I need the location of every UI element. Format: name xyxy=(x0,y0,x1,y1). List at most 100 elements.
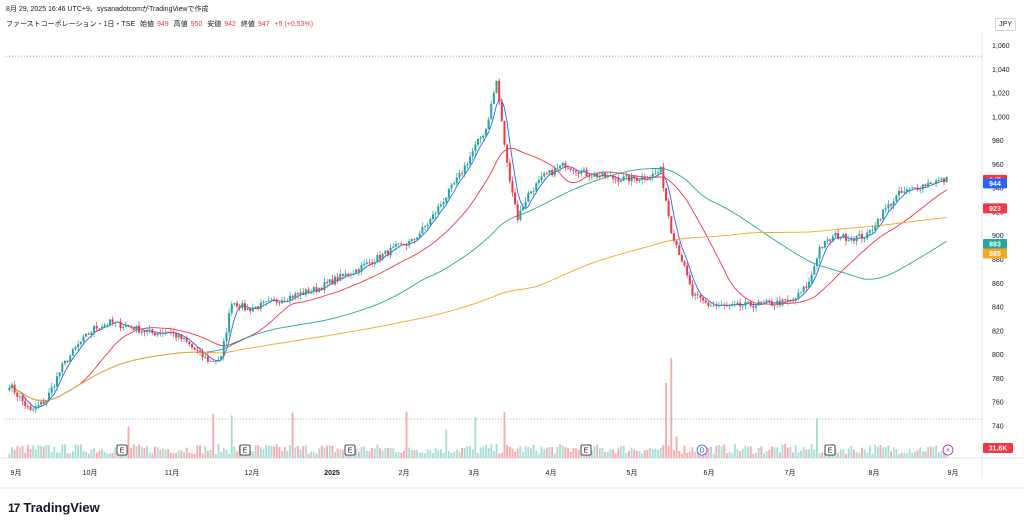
candle-body xyxy=(302,292,305,295)
volume-bar xyxy=(855,451,858,458)
volume-bar xyxy=(575,448,577,458)
candle-body xyxy=(929,182,932,184)
candle-body xyxy=(606,175,609,178)
volume-bar xyxy=(527,447,530,458)
volume-bar xyxy=(8,453,11,458)
volume-bar xyxy=(222,447,225,458)
volume-bar xyxy=(196,445,199,458)
candle-body xyxy=(564,163,567,168)
volume-bar xyxy=(667,445,670,458)
volume-bar xyxy=(101,449,103,458)
volume-bar xyxy=(397,451,400,458)
candle-body xyxy=(85,333,88,337)
volume-bar xyxy=(495,444,498,458)
volume-bar xyxy=(474,417,477,458)
volume-bar xyxy=(394,452,397,458)
candle-body xyxy=(164,331,167,333)
volume-bar xyxy=(797,452,800,458)
price-tick-label: 1,040 xyxy=(992,67,1010,74)
symbol-name[interactable]: ファーストコーポレーション・1日・TSE xyxy=(6,21,136,28)
volume-bar xyxy=(424,453,426,458)
dividend-marker xyxy=(696,444,708,456)
volume-bar xyxy=(485,445,487,458)
candle-body xyxy=(405,245,408,246)
candle-body xyxy=(786,299,789,301)
volume-bar xyxy=(651,448,654,458)
candle-body xyxy=(455,177,458,184)
volume-bar xyxy=(437,449,440,458)
candle-body xyxy=(937,180,940,181)
volume-bar xyxy=(736,449,739,458)
candle-body xyxy=(373,262,376,265)
volume-bar xyxy=(387,448,389,458)
candle-body xyxy=(789,299,792,301)
volume-bar xyxy=(821,452,824,458)
candle-body xyxy=(368,262,371,264)
event-marker-label: E xyxy=(584,448,589,455)
event-markers: E E E E D E ⚡ xyxy=(116,444,954,456)
candle-body xyxy=(831,236,834,241)
volume-bar xyxy=(432,453,434,458)
volume-bar xyxy=(183,451,186,458)
candle-body xyxy=(884,208,887,210)
volume-bar xyxy=(188,452,191,458)
candle-body xyxy=(349,274,352,276)
price-tick-label: 1,060 xyxy=(992,43,1010,50)
volume-bar xyxy=(874,444,877,458)
volume-bar xyxy=(609,449,612,458)
candle-body xyxy=(87,333,90,335)
currency-label[interactable]: JPY xyxy=(995,18,1016,31)
candle-body xyxy=(492,92,495,104)
volume-bar xyxy=(442,453,445,458)
volume-bar xyxy=(53,446,56,458)
candle-body xyxy=(394,244,397,247)
volume-bar xyxy=(638,451,641,458)
candle-body xyxy=(281,300,284,304)
volume-bar xyxy=(919,447,922,458)
volume-bar xyxy=(641,453,644,458)
lightning-icon-glyph: ⚡ xyxy=(946,447,951,455)
volume-bar xyxy=(553,453,556,458)
volume-bar xyxy=(315,453,318,458)
volume-bar xyxy=(326,445,328,458)
candle-body xyxy=(233,303,236,305)
price-tick-label: 740 xyxy=(992,423,1004,430)
candle-body xyxy=(294,293,297,298)
time-tick-label: 12月 xyxy=(245,469,260,477)
volume-bar xyxy=(757,447,760,458)
candle-body xyxy=(180,334,183,340)
volume-bar xyxy=(940,451,943,458)
volume-bar xyxy=(299,449,302,458)
candle-body xyxy=(198,350,201,352)
volume-bar xyxy=(355,449,358,458)
volume-bar xyxy=(731,453,734,458)
candle-body xyxy=(529,191,532,193)
volume-bar xyxy=(48,445,50,458)
price-tick-label: 860 xyxy=(992,281,1004,288)
candle-body xyxy=(304,289,307,295)
volume-bar xyxy=(492,451,495,458)
volume-bar xyxy=(519,446,522,458)
volume-bar xyxy=(259,447,262,458)
tradingview-logo[interactable]: 17 TradingView xyxy=(8,500,100,515)
candle-body xyxy=(246,308,249,311)
candle-body xyxy=(185,337,188,342)
candle-body xyxy=(916,187,919,191)
volume-bar xyxy=(739,451,742,458)
volume-bar xyxy=(90,449,93,458)
volume-bar xyxy=(58,452,61,458)
candle-body xyxy=(850,238,853,241)
volume-bar xyxy=(159,449,162,458)
candle-body xyxy=(214,361,217,362)
candle-body xyxy=(855,235,858,242)
candle-body xyxy=(16,392,19,397)
candle-body xyxy=(675,240,678,246)
volume-bar xyxy=(482,446,485,458)
candle-body xyxy=(543,173,546,177)
volume-bar xyxy=(781,444,784,458)
volume-bar xyxy=(26,444,29,458)
volume-bar xyxy=(252,451,254,458)
time-tick-label: 10月 xyxy=(83,469,98,477)
volume-bar xyxy=(895,449,898,458)
